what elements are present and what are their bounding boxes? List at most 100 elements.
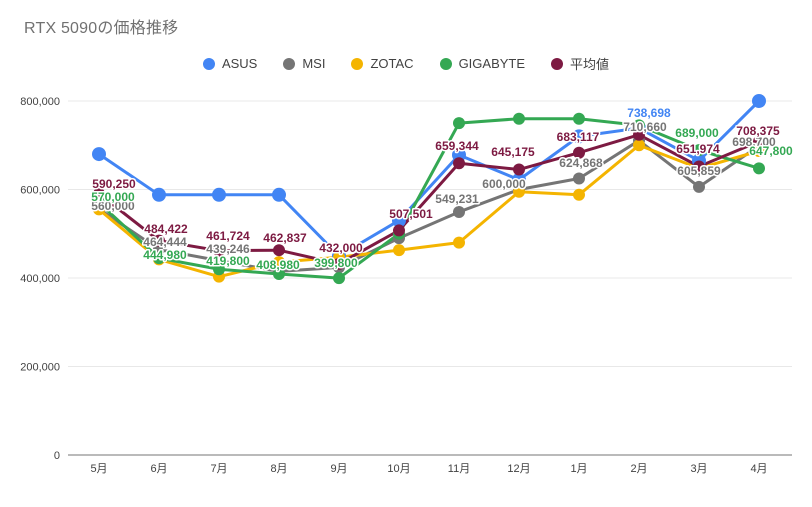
series-line-avg xyxy=(97,133,761,266)
data-point-gigabyte-5月[interactable] xyxy=(93,196,105,209)
data-point-avg-12月[interactable] xyxy=(513,163,525,176)
data-point-msi-11月[interactable] xyxy=(453,205,465,218)
data-point-avg-6月[interactable] xyxy=(153,234,165,247)
legend: ASUS MSI ZOTAC GIGABYTE 平均値 xyxy=(0,54,812,73)
data-point-avg-5月[interactable] xyxy=(93,187,105,200)
data-point-gigabyte-7月[interactable] xyxy=(213,263,225,276)
data-point-msi-3月[interactable] xyxy=(693,180,705,193)
point-label-avg-11月: 659,344 xyxy=(435,139,479,153)
point-label-msi-6月: 464,444 xyxy=(143,235,187,249)
legend-dot-gigabyte xyxy=(439,57,452,70)
data-point-asus-12月[interactable] xyxy=(512,172,526,187)
point-label-gigabyte-7月: 419,800 xyxy=(206,254,250,268)
point-label-avg-8月: 462,837 xyxy=(263,231,307,245)
x-axis-tick-label: 10月 xyxy=(387,463,410,475)
legend-dot-asus xyxy=(202,57,215,70)
data-point-gigabyte-9月[interactable] xyxy=(333,272,345,285)
legend-item-zotac[interactable]: ZOTAC xyxy=(351,56,414,71)
point-label-avg-12月: 645,175 xyxy=(491,145,535,159)
series-line-gigabyte xyxy=(97,117,761,280)
point-label-avg-10月: 507,501 xyxy=(389,207,433,221)
data-point-avg-8月[interactable] xyxy=(273,244,285,257)
point-label-gigabyte-8月: 408,980 xyxy=(256,258,300,272)
point-label-avg-3月: 651,974 xyxy=(676,142,720,156)
data-point-zotac-11月[interactable] xyxy=(453,236,465,249)
data-point-msi-1月[interactable] xyxy=(573,172,585,185)
point-label-gigabyte-4月: 647,800 xyxy=(749,144,793,158)
x-axis-tick-label: 2月 xyxy=(630,463,647,475)
data-point-gigabyte-1月[interactable] xyxy=(573,112,585,125)
point-label-msi-5月: 560,000 xyxy=(91,199,135,213)
point-label-avg-7月: 461,724 xyxy=(206,229,250,243)
point-label-avg-5月: 590,250 xyxy=(92,177,136,191)
y-axis-tick-label: 600,000 xyxy=(20,185,60,197)
y-axis-tick-label: 400,000 xyxy=(20,273,60,285)
data-point-avg-3月[interactable] xyxy=(693,160,705,173)
data-point-avg-1月[interactable] xyxy=(573,146,585,159)
x-axis-tick-label: 3月 xyxy=(690,463,707,475)
point-label-gigabyte-6月: 444,980 xyxy=(143,248,187,262)
data-point-avg-9月[interactable] xyxy=(333,257,345,270)
data-point-avg-2月[interactable] xyxy=(633,128,645,141)
data-point-gigabyte-6月[interactable] xyxy=(153,252,165,265)
data-point-avg-10月[interactable] xyxy=(393,224,405,237)
data-point-zotac-2月[interactable] xyxy=(633,139,645,152)
point-label-msi-12月: 600,000 xyxy=(482,177,526,191)
x-axis-tick-label: 12月 xyxy=(507,463,530,475)
data-point-zotac-8月[interactable] xyxy=(273,256,285,269)
series-line-zotac xyxy=(97,143,761,279)
legend-label: GIGABYTE xyxy=(458,56,526,71)
legend-item-msi[interactable]: MSI xyxy=(283,56,325,71)
y-axis-tick-label: 800,000 xyxy=(20,96,60,108)
x-axis-tick-label: 11月 xyxy=(448,463,470,475)
data-point-zotac-4月[interactable] xyxy=(753,145,765,158)
legend-label: 平均値 xyxy=(570,57,610,72)
data-point-zotac-10月[interactable] xyxy=(393,244,405,257)
point-label-gigabyte-5月: 570,000 xyxy=(91,190,135,204)
data-point-msi-6月[interactable] xyxy=(153,243,165,256)
data-point-avg-7月[interactable] xyxy=(213,244,225,257)
data-point-avg-4月[interactable] xyxy=(753,135,765,148)
data-point-asus-8月[interactable] xyxy=(272,187,286,202)
data-point-asus-1月[interactable] xyxy=(572,129,586,144)
data-point-gigabyte-2月[interactable] xyxy=(633,119,645,132)
legend-dot-msi xyxy=(283,57,296,70)
data-point-gigabyte-4月[interactable] xyxy=(753,162,765,175)
legend-dot-avg xyxy=(551,57,564,70)
data-point-gigabyte-12月[interactable] xyxy=(513,112,525,125)
data-point-gigabyte-11月[interactable] xyxy=(453,117,465,130)
data-point-gigabyte-3月[interactable] xyxy=(693,144,705,157)
point-label-msi-11月: 549,231 xyxy=(435,192,479,206)
x-axis-tick-label: 5月 xyxy=(90,463,107,475)
point-label-gigabyte-3月: 689,000 xyxy=(675,126,719,140)
point-label-gigabyte-9月: 399,800 xyxy=(314,256,358,270)
data-point-zotac-12月[interactable] xyxy=(513,185,525,198)
legend-dot-zotac xyxy=(351,57,364,70)
data-point-zotac-1月[interactable] xyxy=(573,188,585,201)
legend-item-gigabyte[interactable]: GIGABYTE xyxy=(439,56,526,71)
legend-label: ZOTAC xyxy=(370,56,414,71)
y-axis-tick-label: 200,000 xyxy=(20,362,60,374)
point-label-avg-9月: 432,000 xyxy=(319,241,363,255)
data-point-asus-7月[interactable] xyxy=(212,187,226,202)
data-point-asus-5月[interactable] xyxy=(92,147,106,162)
data-point-asus-4月[interactable] xyxy=(752,94,766,108)
point-label-msi-4月: 698,700 xyxy=(732,135,776,149)
series-line-asus xyxy=(97,99,761,258)
data-point-gigabyte-8月[interactable] xyxy=(273,268,285,281)
legend-item-avg[interactable]: 平均値 xyxy=(551,54,609,73)
x-axis-tick-label: 9月 xyxy=(330,463,347,475)
legend-label: ASUS xyxy=(221,56,258,71)
legend-item-asus[interactable]: ASUS xyxy=(202,56,258,71)
x-axis-tick-label: 7月 xyxy=(210,463,227,475)
point-label-asus-2月: 738,698 xyxy=(627,106,671,120)
data-point-msi-7月[interactable] xyxy=(213,254,225,267)
legend-label: MSI xyxy=(302,56,326,71)
x-axis-tick-label: 4月 xyxy=(750,463,767,475)
data-point-asus-10月[interactable] xyxy=(392,213,406,228)
data-point-avg-11月[interactable] xyxy=(453,157,465,170)
data-point-asus-6月[interactable] xyxy=(152,187,166,202)
series-line-msi xyxy=(97,139,761,273)
